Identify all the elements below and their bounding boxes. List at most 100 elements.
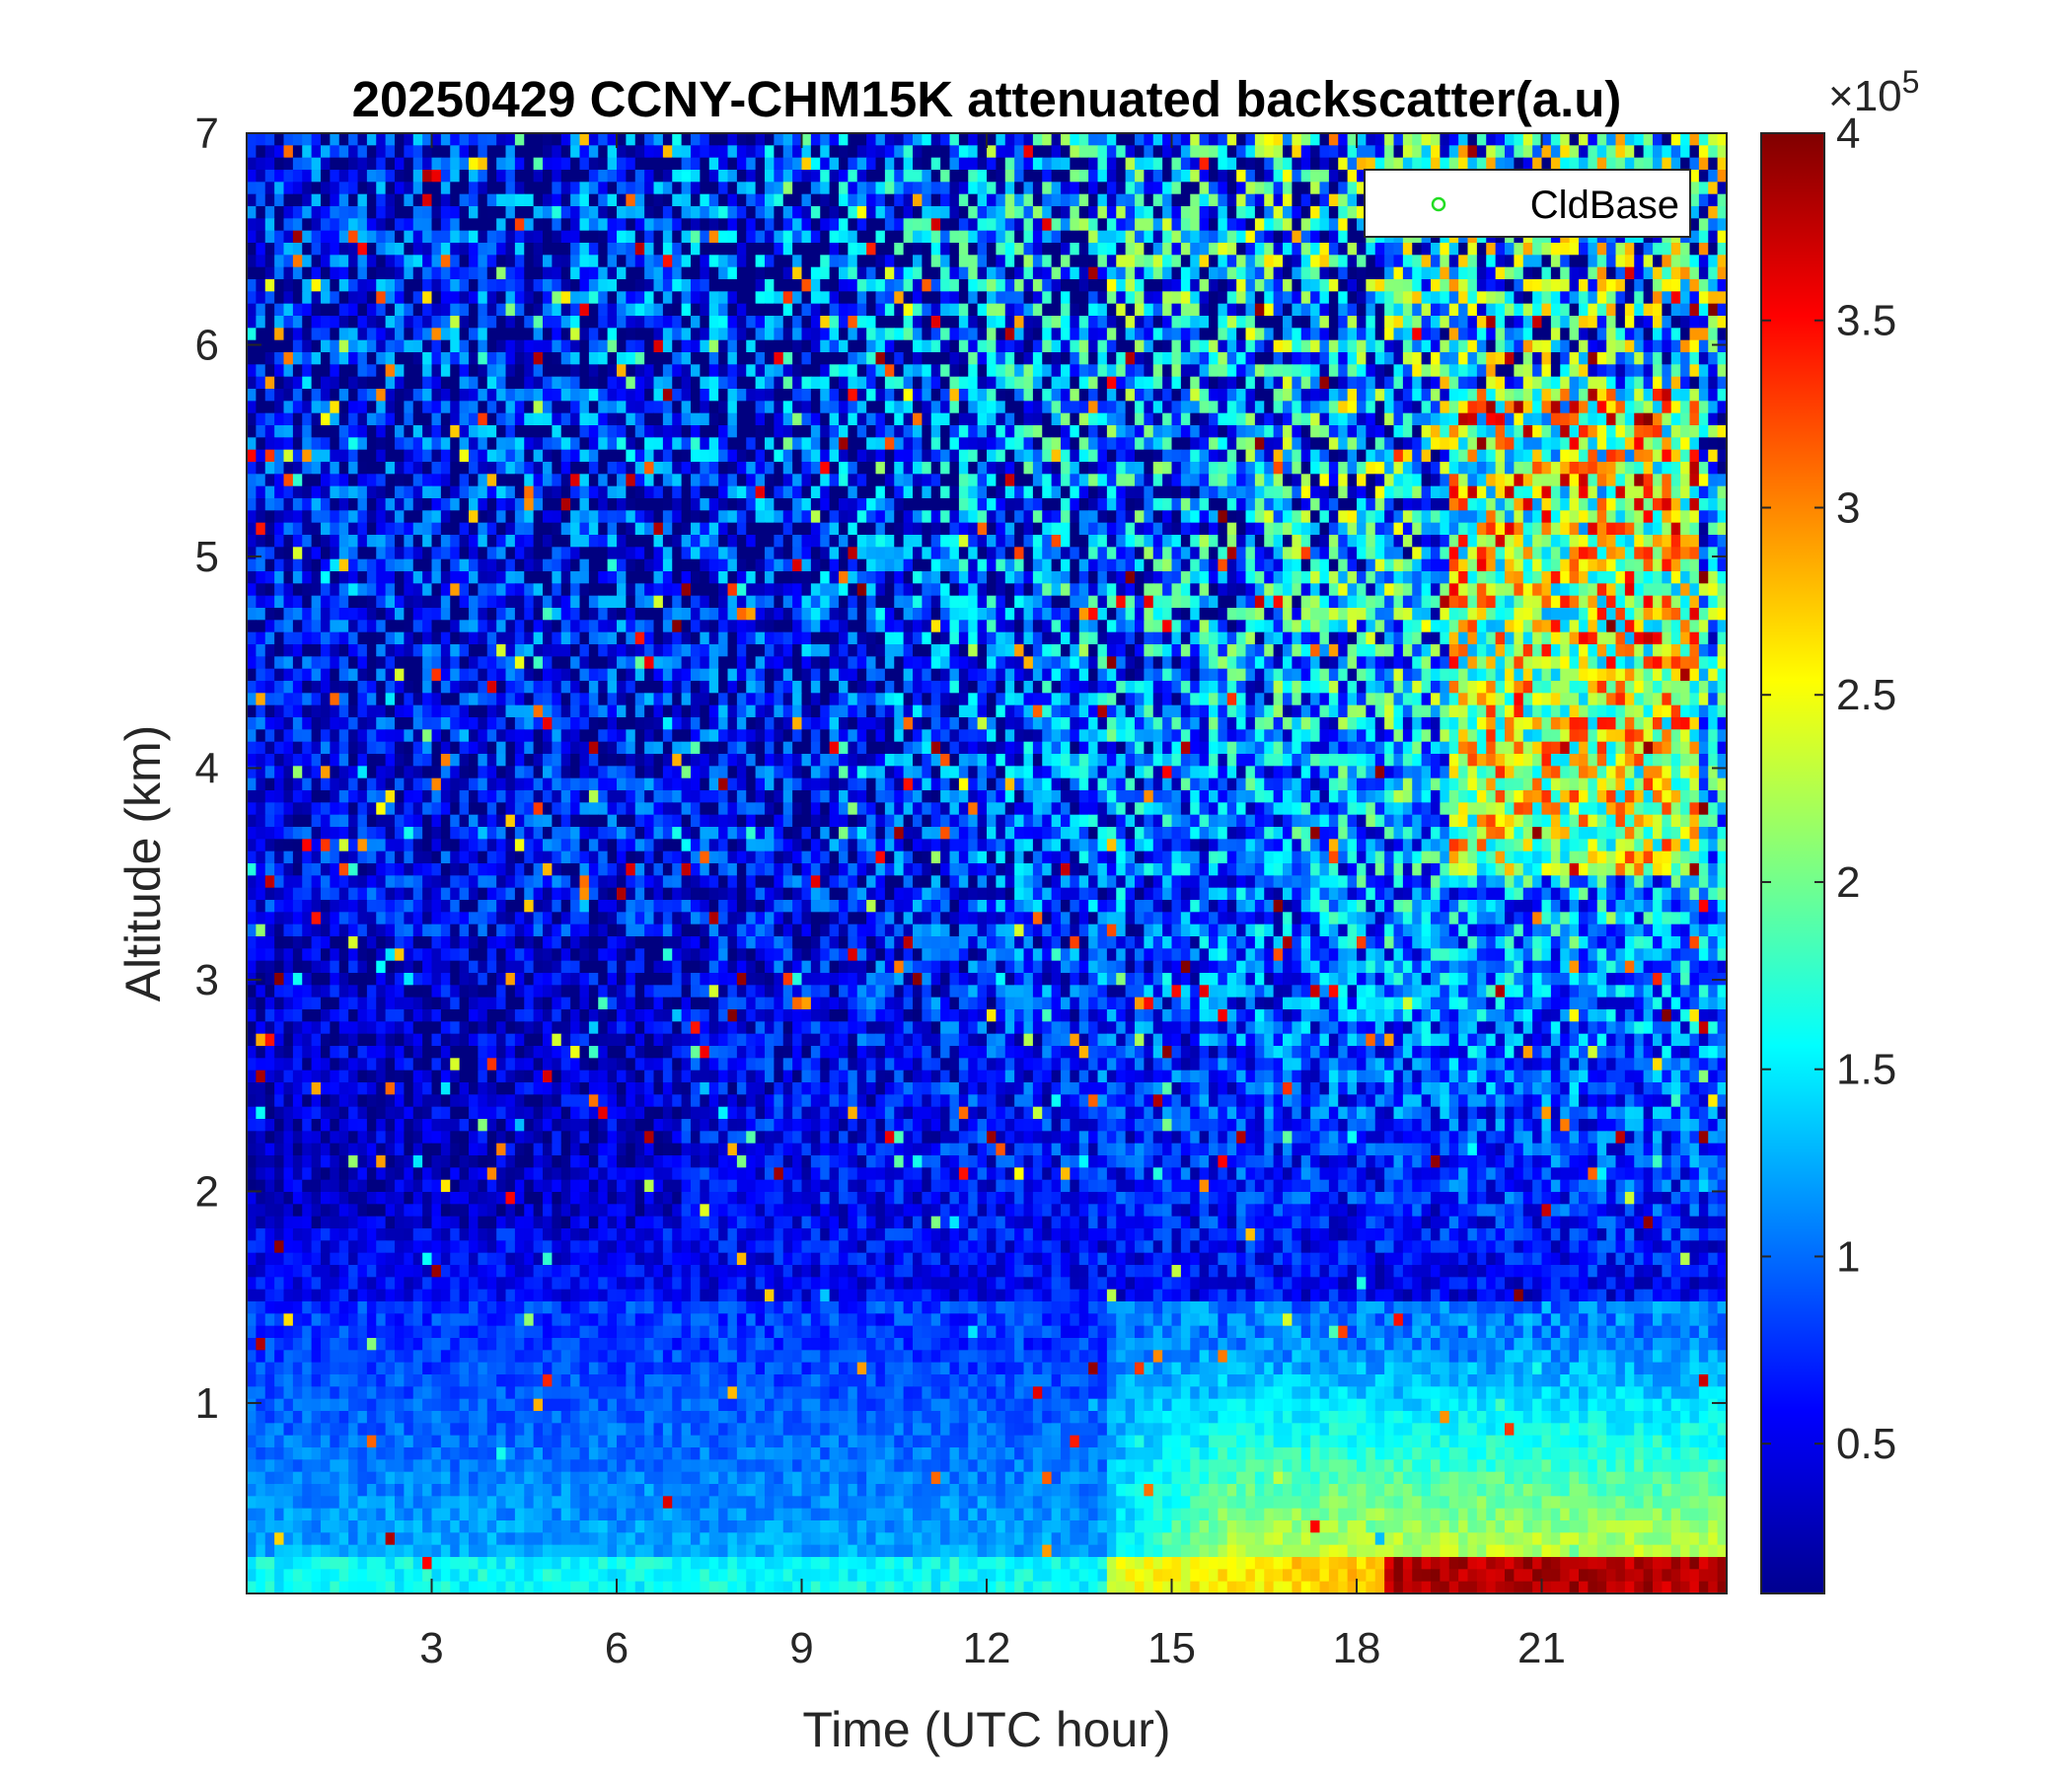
heatmap-cell [1319, 230, 1330, 244]
heatmap-cell [1283, 462, 1293, 475]
heatmap-cell [366, 182, 377, 195]
heatmap-cell [1209, 218, 1219, 232]
heatmap-cell [930, 498, 941, 511]
heatmap-cell [987, 206, 997, 219]
heatmap-cell [930, 170, 941, 183]
heatmap-cell [496, 266, 507, 280]
heatmap-cell [884, 266, 895, 280]
heatmap-cell [1125, 255, 1136, 268]
heatmap-cell [1541, 133, 1552, 146]
heatmap-cell [1273, 498, 1284, 511]
heatmap-cell [1653, 243, 1663, 256]
heatmap-cell [607, 425, 618, 438]
heatmap-cell [1643, 401, 1654, 414]
heatmap-cell [774, 303, 784, 317]
heatmap-cell [839, 182, 849, 195]
heatmap-cell [1338, 462, 1349, 475]
heatmap-cell [940, 389, 951, 402]
heatmap-cell [1596, 339, 1607, 353]
heatmap-cell [903, 243, 914, 256]
heatmap-cell [1366, 412, 1376, 426]
heatmap-cell [302, 133, 313, 146]
heatmap-cell [1579, 133, 1589, 146]
heatmap-cell [1458, 291, 1469, 305]
heatmap-cell [1218, 182, 1228, 195]
heatmap-cell [598, 316, 609, 329]
heatmap-cell [440, 279, 451, 292]
heatmap-cell [469, 316, 479, 329]
heatmap-cell [875, 170, 886, 183]
heatmap-cell [949, 145, 960, 159]
heatmap-cell [1670, 462, 1681, 475]
heatmap-cell [459, 437, 470, 451]
heatmap-cell [977, 376, 988, 390]
heatmap-cell [1042, 316, 1053, 329]
heatmap-cell [431, 193, 442, 207]
heatmap-cell [792, 498, 803, 511]
heatmap-cell [579, 412, 590, 426]
heatmap-cell [848, 412, 858, 426]
heatmap-cell [617, 255, 627, 268]
heatmap-cell [311, 449, 322, 463]
heatmap-cell [505, 498, 516, 511]
heatmap-cell [1061, 352, 1071, 365]
heatmap-cell [321, 303, 331, 317]
heatmap-cell [330, 339, 340, 353]
heatmap-cell [274, 425, 285, 438]
heatmap-cell [486, 157, 497, 171]
heatmap-cell [996, 303, 1006, 317]
heatmap-cell [810, 266, 821, 280]
heatmap-cell [1467, 462, 1478, 475]
heatmap-cell [1634, 145, 1645, 159]
heatmap-cell [348, 449, 359, 463]
heatmap-cell [765, 364, 775, 378]
heatmap-cell [727, 364, 738, 378]
heatmap-cell [755, 437, 766, 451]
heatmap-cell [264, 316, 275, 329]
heatmap-cell [1070, 255, 1080, 268]
heatmap-cell [1689, 412, 1700, 426]
heatmap-cell [1522, 364, 1533, 378]
heatmap-cell [1708, 170, 1719, 183]
heatmap-cell [958, 449, 969, 463]
heatmap-cell [1615, 328, 1626, 341]
heatmap-cell [774, 182, 784, 195]
heatmap-cell [256, 133, 266, 146]
heatmap-cell [1106, 389, 1117, 402]
heatmap-cell [718, 182, 729, 195]
heatmap-cell [274, 157, 285, 171]
heatmap-cell [672, 133, 683, 146]
heatmap-cell [1384, 425, 1395, 438]
heatmap-cell [1495, 279, 1506, 292]
heatmap-cell [1440, 133, 1450, 146]
heatmap-cell [1366, 389, 1376, 402]
heatmap-cell [708, 133, 719, 146]
heatmap-cell [469, 182, 479, 195]
heatmap-cell [1624, 389, 1635, 402]
heatmap-cell [996, 230, 1006, 244]
heatmap-cell [459, 218, 470, 232]
heatmap-cell [376, 145, 387, 159]
heatmap-cell [755, 145, 766, 159]
heatmap-cell [404, 364, 414, 378]
heatmap-cell [634, 170, 645, 183]
heatmap-cell [1152, 364, 1163, 378]
heatmap-cell [1190, 474, 1201, 487]
heatmap-cell [1319, 376, 1330, 390]
heatmap-cell [1476, 474, 1487, 487]
heatmap-cell [1097, 206, 1108, 219]
heatmap-cell [1023, 364, 1034, 378]
heatmap-cell [1338, 485, 1349, 499]
heatmap-cell [1560, 339, 1571, 353]
heatmap-cell [848, 339, 858, 353]
heatmap-cell [1051, 449, 1062, 463]
heatmap-cell [533, 510, 544, 524]
heatmap-cell [1319, 266, 1330, 280]
heatmap-cell [1245, 243, 1256, 256]
heatmap-cell [1615, 449, 1626, 463]
heatmap-cell [1486, 449, 1497, 463]
heatmap-cell [1097, 376, 1108, 390]
heatmap-cell [1300, 401, 1311, 414]
heatmap-cell [839, 145, 849, 159]
heatmap-cell [884, 157, 895, 171]
